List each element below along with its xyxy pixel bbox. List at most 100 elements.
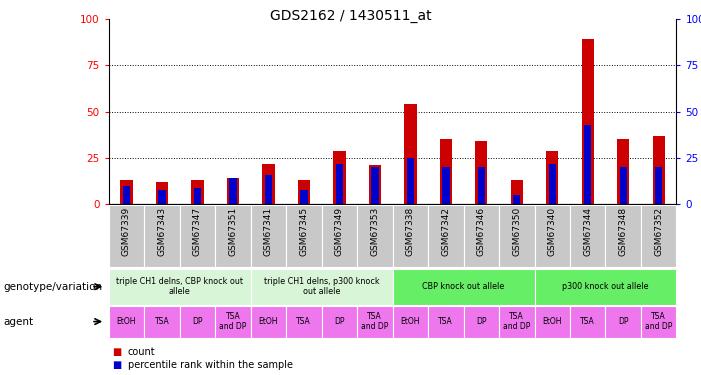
Bar [393,205,428,267]
Bar [513,195,521,204]
Bar [357,205,393,267]
Bar [499,205,535,267]
Text: DP: DP [334,317,345,326]
Bar [215,306,251,338]
Bar [440,140,452,204]
Text: TSA
and DP: TSA and DP [219,312,247,331]
Text: TSA
and DP: TSA and DP [645,312,672,331]
Bar [262,164,275,204]
Bar [298,180,310,204]
Text: EtOH: EtOH [259,317,278,326]
Bar [404,104,416,204]
Text: TSA: TSA [297,317,311,326]
Bar [407,158,414,204]
Bar [546,150,559,204]
Text: GDS2162 / 1430511_at: GDS2162 / 1430511_at [270,9,431,23]
Bar [322,306,357,338]
Bar [582,39,594,204]
Bar [475,141,487,204]
Bar [144,306,179,338]
Text: DP: DP [192,317,203,326]
Bar [123,186,130,204]
Bar [158,189,165,204]
Text: ■: ■ [112,347,121,357]
Bar [442,167,449,204]
Bar [606,205,641,267]
Bar [641,306,676,338]
Text: GSM67345: GSM67345 [299,207,308,256]
Text: TSA: TSA [438,317,453,326]
Bar [264,175,272,204]
Bar [179,205,215,267]
Bar [570,205,606,267]
Bar [109,205,144,267]
Text: EtOH: EtOH [116,317,136,326]
Text: triple CH1 delns, CBP knock out
allele: triple CH1 delns, CBP knock out allele [116,277,243,296]
Bar [428,306,463,338]
Bar [193,188,201,204]
Text: GSM67340: GSM67340 [547,207,557,256]
Bar [322,205,357,267]
Bar [477,167,485,204]
Bar [463,205,499,267]
Bar [606,306,641,338]
Text: DP: DP [618,317,629,326]
Bar [229,178,237,204]
Bar [548,164,556,204]
Bar [463,306,499,338]
Bar [251,269,393,304]
Text: GSM67353: GSM67353 [370,207,379,256]
Text: GSM67339: GSM67339 [122,207,131,256]
Text: GSM67343: GSM67343 [158,207,166,256]
Bar [570,306,606,338]
Bar [144,205,179,267]
Text: ■: ■ [112,360,121,370]
Text: GSM67338: GSM67338 [406,207,415,256]
Bar [191,180,203,204]
Text: DP: DP [476,317,486,326]
Text: GSM67351: GSM67351 [229,207,238,256]
Text: p300 knock out allele: p300 knock out allele [562,282,648,291]
Bar [535,269,676,304]
Text: count: count [128,347,155,357]
Bar [251,306,286,338]
Text: percentile rank within the sample: percentile rank within the sample [128,360,292,370]
Text: GSM67350: GSM67350 [512,207,522,256]
Bar [251,205,286,267]
Bar [535,306,570,338]
Bar [179,306,215,338]
Bar [653,136,665,204]
Bar [510,180,523,204]
Text: TSA
and DP: TSA and DP [361,312,388,331]
Bar [120,180,132,204]
Bar [584,124,592,204]
Text: agent: agent [4,316,34,327]
Bar [617,140,629,204]
Bar [641,205,676,267]
Text: genotype/variation: genotype/variation [4,282,102,292]
Text: GSM67342: GSM67342 [442,207,450,256]
Bar [393,269,535,304]
Bar [215,205,251,267]
Bar [286,205,322,267]
Bar [369,165,381,204]
Bar [357,306,393,338]
Bar [336,164,343,204]
Text: TSA: TSA [580,317,595,326]
Bar [428,205,463,267]
Text: EtOH: EtOH [400,317,420,326]
Text: GSM67341: GSM67341 [264,207,273,256]
Text: TSA
and DP: TSA and DP [503,312,531,331]
Bar [333,150,346,204]
Bar [109,306,144,338]
Bar [655,167,662,204]
Text: GSM67346: GSM67346 [477,207,486,256]
Text: EtOH: EtOH [543,317,562,326]
Bar [156,182,168,204]
Bar [535,205,570,267]
Bar [286,306,322,338]
Bar [620,167,627,204]
Text: GSM67352: GSM67352 [654,207,663,256]
Bar [226,178,239,204]
Bar [300,189,308,204]
